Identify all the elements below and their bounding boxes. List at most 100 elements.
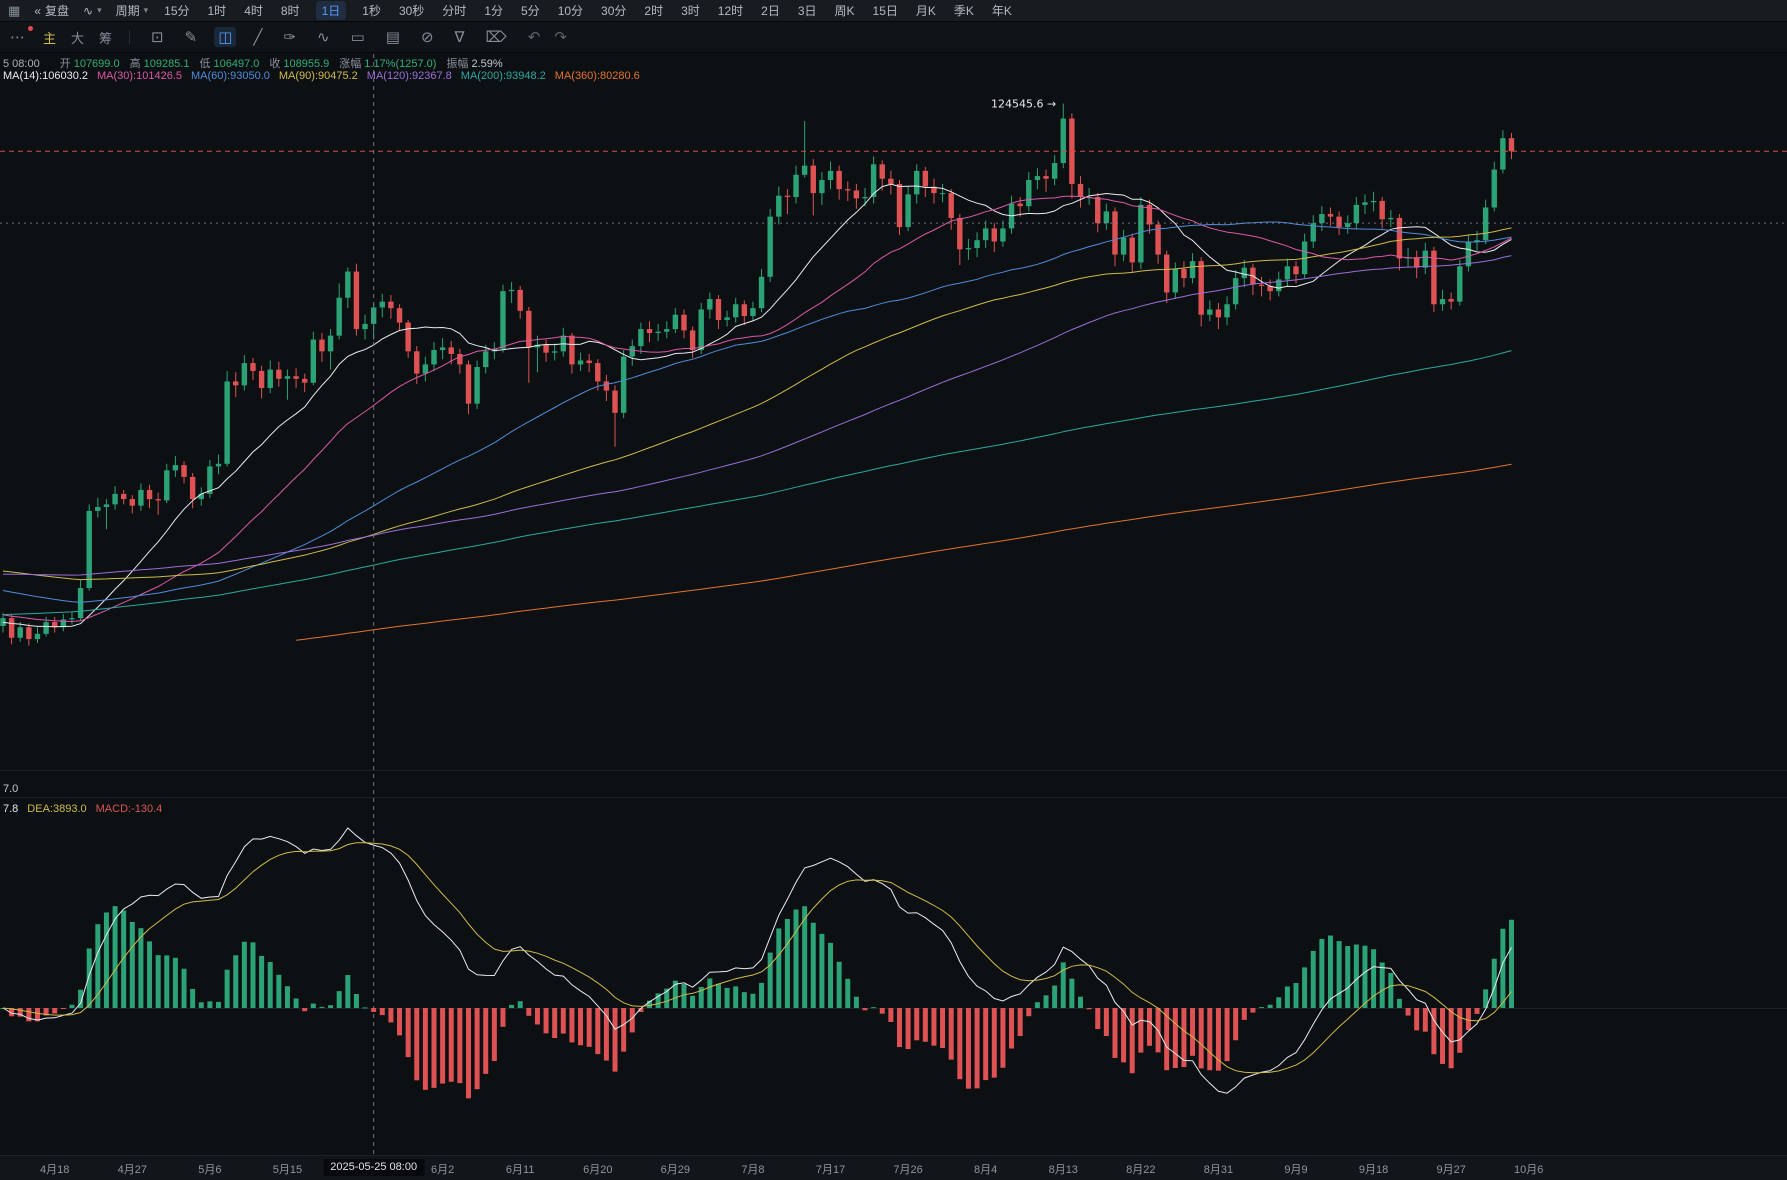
ohlc-label: 开 [59,58,71,70]
crosshair-date-box: 2025-05-25 08:00 [323,1159,425,1176]
delete-tool[interactable]: ⌦ [485,29,507,46]
undo-button[interactable]: ↶ [527,29,541,46]
time-axis[interactable]: 4月18 4月27 5月6 5月15 6月2 6月11 6月20 6月29 7月8 7月17 7月2… [0,1155,1787,1180]
ohlc-value: 106497.0 [213,58,260,70]
axis-date: 8月22 [1126,1164,1156,1176]
tool-list: ⊡ ✎ ◫ ╱ ✑ ∿ ▭ ▤ ⊘ ∇ ⌦ [147,27,511,47]
macd-value: DEA:3893.0 [27,803,87,815]
sub-pane-value: 7.0 [3,783,19,795]
macd-value: 7.8 [3,803,19,815]
timeframe-15分[interactable]: 15分 [164,4,190,18]
timeframe-list: 15分 1时 4时 8时 1日 1秒 30秒 分时 1分 5分 10分 30分 2时 3时 12时 2日 3日 周… [162,1,1014,20]
screenshot-tool[interactable]: ⊡ [151,29,164,46]
timeframe-10分[interactable]: 10分 [557,4,584,18]
timeframe-周K[interactable]: 周K [834,4,855,18]
ma-info-line: MA(14):106030.2 MA(30):101426.5 MA(60):930… [3,70,649,82]
chart-mode-大[interactable]: 大 [71,30,85,46]
timeframe-2日[interactable]: 2日 [761,4,780,18]
ohlc-value: 107699.0 [73,58,120,70]
ohlc-info-line: 5 08:00 开 107699.0 高 109285.1 低 106497.0 收 10895… [3,55,503,71]
period-label: 周期 [115,4,140,18]
timeframe-1秒[interactable]: 1秒 [362,4,381,18]
axis-date: 4月27 [117,1164,147,1176]
ohlc-label: 低 [199,58,211,70]
ohlc-value: 2.59% [471,58,503,70]
axis-date: 6月11 [505,1164,535,1176]
timeframe-4时[interactable]: 4时 [244,4,263,18]
draw-tool[interactable]: ✎ [184,29,198,46]
notification-dot [28,26,33,31]
ma-value: MA(200):93948.2 [460,70,546,82]
timeframe-12时[interactable]: 12时 [717,4,744,18]
magnet-tool[interactable]: ⊘ [420,29,434,46]
line-tool[interactable]: ╱ [253,29,263,46]
select-region-tool[interactable]: ◫ [214,27,237,47]
chevron-down-icon: ▾ [143,5,149,15]
period-dropdown[interactable]: 周期 ▾ [116,2,149,19]
timeframe-季K[interactable]: 季K [953,4,974,18]
text-tool[interactable]: ▤ [385,29,400,46]
timeframe-30分[interactable]: 30分 [601,4,627,18]
indicator-tool[interactable]: ∿ [317,29,330,46]
timeframe-月K[interactable]: 月K [915,4,936,18]
ma-value: MA(60):93050.0 [191,70,270,82]
ma-value: MA(90):90475.2 [278,70,358,82]
timeframe-3时[interactable]: 3时 [681,4,700,18]
chart-mode-list: 主大筹 [43,28,112,47]
ohlc-value: 1.17%(1257.0) [364,58,437,70]
ohlc-label: 收 [269,58,281,70]
ma-value: MA(120):92367.8 [366,70,452,82]
axis-date: 6月20 [583,1164,613,1176]
ohlc-label: 高 [129,58,141,70]
axis-date: 4月18 [40,1164,70,1176]
timeframe-1分[interactable]: 1分 [484,4,503,18]
ma-value: MA(14):106030.2 [3,70,88,82]
axis-date: 5月6 [198,1164,222,1176]
brush-tool[interactable]: ✑ [283,29,296,46]
axis-date: 10月6 [1514,1164,1544,1176]
timeframe-5分[interactable]: 5分 [521,4,540,18]
timeframe-2时[interactable]: 2时 [644,4,664,18]
axis-date: 9月18 [1358,1164,1389,1176]
replay-label: 复盘 [44,4,69,18]
axis-date: 6月29 [660,1164,691,1176]
more-button[interactable]: ⋯ [10,26,33,46]
timeframe-15日[interactable]: 15日 [872,4,898,18]
chart-mode-筹[interactable]: 筹 [99,30,113,46]
axis-date: 8月31 [1203,1164,1234,1176]
chevron-down-icon: ▾ [97,5,102,15]
app-grid-icon[interactable]: ▦ [8,2,21,18]
timeframe-30秒[interactable]: 30秒 [398,4,425,18]
svg-text:124545.6 →: 124545.6 → [991,98,1056,111]
chart-mode-主[interactable]: 主 [43,30,57,46]
axis-date: 5月15 [272,1164,303,1176]
timeframe-1日[interactable]: 1日 [315,1,347,20]
drawing-toolbar: ⋯ 主大筹 ⊡ ✎ ◫ ╱ ✑ ∿ ▭ ▤ ⊘ ∇ ⌦ ↶ ↷ [0,22,1787,53]
axis-date: 9月9 [1284,1164,1308,1176]
ohlc-value: 108955.9 [283,58,330,70]
axis-date: 6月2 [430,1164,455,1176]
rewind-icon: « [34,3,41,18]
timeframe-年K[interactable]: 年K [991,4,1012,18]
toolbar-top: ▦ « 复盘 ∿ ▾ 周期 ▾ 15分 1时 4时 8时 1日 1秒 30秒 分时 1分 5分 10… [0,0,1787,22]
ma-value: MA(30):101426.5 [97,70,182,82]
indicator-dropdown[interactable]: ∿ ▾ [83,4,102,18]
axis-date: 7月17 [815,1164,846,1176]
timeframe-分时[interactable]: 分时 [442,4,467,18]
ohlc-label: 振幅 [446,58,469,70]
timeframe-3日[interactable]: 3日 [797,4,817,18]
replay-button[interactable]: « 复盘 [34,2,69,19]
axis-date: 9月27 [1436,1164,1466,1176]
timeframe-1时[interactable]: 1时 [207,4,227,18]
axis-date: 8月4 [974,1164,998,1176]
axis-date: 7月8 [741,1164,765,1176]
more-icon: ⋯ [10,29,26,46]
filter-tool[interactable]: ∇ [454,29,465,46]
ma-value: MA(360):80280.6 [554,70,640,82]
rect-tool[interactable]: ▭ [350,29,365,46]
redo-button[interactable]: ↷ [554,29,567,46]
ohlc-label: 涨幅 [339,58,362,70]
timeframe-8时[interactable]: 8时 [280,4,300,18]
axis-date: 8月13 [1048,1164,1078,1176]
